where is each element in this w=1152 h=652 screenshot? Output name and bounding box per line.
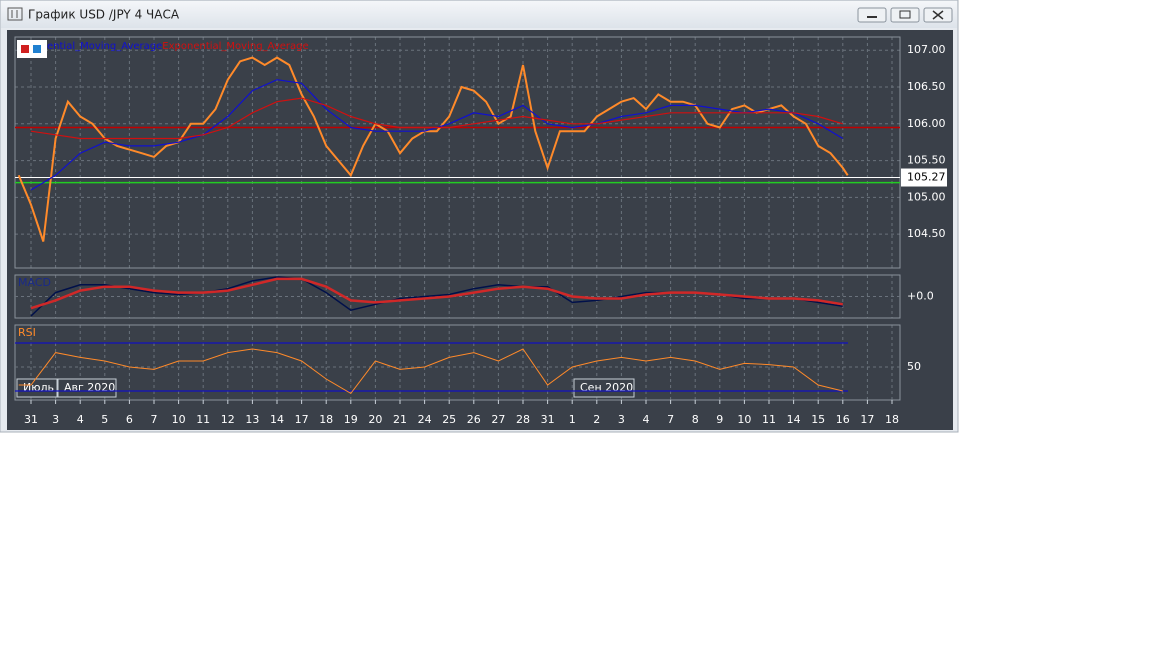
y-tick-label: +0.0	[907, 290, 934, 303]
window-title: График USD /JPY 4 ЧАСА	[28, 8, 180, 22]
y-tick-label: 106.00	[907, 117, 946, 130]
x-tick-label: 21	[393, 413, 407, 426]
maximize-button[interactable]	[890, 7, 920, 23]
x-tick-label: 17	[295, 413, 309, 426]
app-icon	[7, 7, 23, 21]
x-tick-label: 31	[24, 413, 38, 426]
x-tick-label: 5	[101, 413, 108, 426]
month-label: Июль	[16, 378, 58, 398]
close-button[interactable]	[923, 7, 953, 23]
x-tick-label: 14	[270, 413, 284, 426]
x-tick-label: 10	[737, 413, 751, 426]
y-tick-label: 105.50	[907, 154, 946, 167]
title-bar	[1, 1, 957, 28]
macd-line	[30, 277, 843, 310]
x-tick-label: 26	[467, 413, 481, 426]
rsi-panel	[14, 324, 901, 401]
x-tick-label: 9	[716, 413, 723, 426]
price-line	[17, 56, 849, 242]
x-tick-label: 20	[368, 413, 382, 426]
rsi-label: RSI	[18, 326, 36, 339]
x-tick-label: 13	[245, 413, 259, 426]
month-label: Сен 2020	[573, 378, 635, 398]
x-tick-label: 19	[344, 413, 358, 426]
x-tick-label: 7	[667, 413, 674, 426]
x-tick-label: 10	[172, 413, 186, 426]
legend-entry: ential_Moving_Average	[47, 41, 162, 52]
y-tick-label: 50	[907, 360, 921, 373]
chart-area	[7, 30, 953, 430]
minimize-button[interactable]	[857, 7, 887, 23]
current-price-label: 105.27	[907, 171, 946, 184]
x-tick-label: 2	[593, 413, 600, 426]
x-tick-label: 3	[618, 413, 625, 426]
month-label: Сен 2020	[580, 381, 633, 394]
x-tick-label: 1	[569, 413, 576, 426]
x-tick-label: 11	[762, 413, 776, 426]
x-tick-label: 3	[52, 413, 59, 426]
x-tick-label: 6	[126, 413, 133, 426]
legend-buttons[interactable]	[17, 40, 47, 58]
price-panel	[14, 36, 901, 269]
month-label: Авг 2020	[57, 378, 117, 398]
x-tick-label: 27	[491, 413, 505, 426]
x-tick-label: 25	[442, 413, 456, 426]
legend-entry: Exponential_Moving_Average	[162, 41, 308, 52]
x-tick-label: 11	[196, 413, 210, 426]
x-tick-label: 16	[836, 413, 850, 426]
y-tick-label: 107.00	[907, 43, 946, 56]
x-tick-label: 8	[692, 413, 699, 426]
x-tick-label: 4	[77, 413, 84, 426]
month-label: Июль	[23, 381, 54, 394]
x-tick-label: 7	[151, 413, 158, 426]
x-tick-label: 31	[541, 413, 555, 426]
x-tick-label: 12	[221, 413, 235, 426]
x-tick-label: 18	[885, 413, 899, 426]
x-tick-label: 18	[319, 413, 333, 426]
rsi-line	[18, 348, 843, 395]
y-tick-label: 105.00	[907, 190, 946, 203]
x-tick-label: 4	[643, 413, 650, 426]
x-tick-label: 17	[860, 413, 874, 426]
y-tick-label: 106.50	[907, 80, 946, 93]
month-label: Авг 2020	[64, 381, 115, 394]
x-tick-label: 14	[787, 413, 801, 426]
x-tick-label: 24	[418, 413, 432, 426]
x-tick-label: 15	[811, 413, 825, 426]
y-tick-label: 104.50	[907, 227, 946, 240]
macd-label: MACD	[18, 276, 51, 289]
x-tick-label: 28	[516, 413, 530, 426]
moving-average	[30, 97, 843, 140]
current-price-box	[901, 168, 947, 187]
